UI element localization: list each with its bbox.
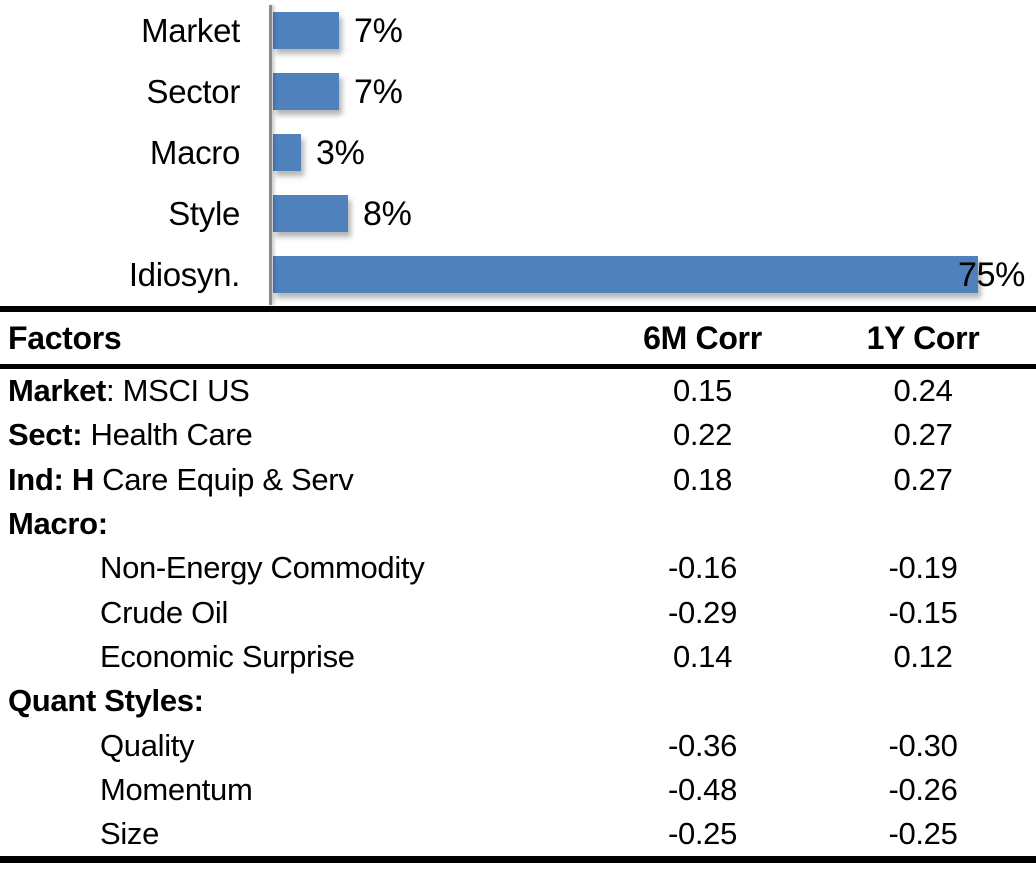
table-row: Economic Surprise 0.14 0.12 [0,635,1036,679]
corr-1y-cell: -0.30 [888,727,958,763]
chart-bar-value-label: 8% [363,194,412,233]
chart-category-label: Idiosyn. [128,256,240,293]
corr-1y-cell: 0.27 [893,461,953,497]
chart-bar-row: Sector 7% [0,61,1036,122]
chart-bar-value-label: 3% [316,133,365,172]
table-row: Momentum -0.48 -0.26 [0,768,1036,812]
table-row: Market: MSCI US 0.15 0.24 [0,369,1036,413]
factor-name-rest: Crude Oil [100,594,229,630]
factor-name-cell: Crude Oil [0,595,595,631]
corr-1y-cell: -0.26 [888,771,958,807]
corr-6m-cell: 0.22 [672,417,733,453]
factor-name-cell: Momentum [0,772,595,808]
factor-name-bold: Macro: [8,506,108,542]
chart-category-label: Style [168,195,240,232]
chart-bar [273,256,978,293]
factor-name-cell: Macro: [0,506,595,542]
factor-name-bold: Ind: H [8,461,94,497]
corr-6m-cell: -0.25 [667,816,738,852]
table-row: Quality -0.36 -0.30 [0,723,1036,767]
table-row: Sect: Health Care 0.22 0.27 [0,413,1036,457]
factor-name-cell: Ind: H Care Equip & Serv [0,462,595,498]
table-row: Size -0.25 -0.25 [0,812,1036,856]
factor-name-cell: Economic Surprise [0,639,595,675]
corr-1y-cell: -0.25 [888,816,958,852]
table-row: Macro: [0,502,1036,546]
column-header-6m-corr: 6M Corr [643,319,762,356]
table-row: Non-Energy Commodity -0.16 -0.19 [0,546,1036,590]
corr-6m-cell: 0.14 [672,638,733,674]
chart-bar-row: Style 8% [0,183,1036,244]
factor-name-bold: Quant Styles: [8,683,204,719]
chart-bar-value-label: 7% [354,72,403,111]
corr-1y-cell: 0.24 [893,373,953,409]
factor-name-cell: Sect: Health Care [0,417,595,453]
column-header-factors: Factors [8,319,122,356]
factor-name-rest: : MSCI US [106,373,250,409]
chart-plot-area: Market 7% Sector 7% Macro 3% Style 8% Id… [0,0,1036,305]
factor-name-rest: Momentum [100,771,253,807]
corr-1y-cell: -0.19 [888,550,958,586]
factor-name-rest: Health Care [82,417,253,453]
factor-name-cell: Non-Energy Commodity [0,550,595,586]
corr-1y-cell: -0.15 [888,594,958,630]
chart-bar [273,195,348,232]
table-body: Market: MSCI US 0.15 0.24 Sect: Health C… [0,369,1036,856]
chart-bar-row: Idiosyn. 75% [0,244,1036,305]
chart-category-label: Market [141,12,240,49]
factor-name-bold: Sect: [8,417,83,453]
factor-name-cell: Size [0,816,595,852]
factor-name-rest: Quality [100,727,195,763]
corr-6m-cell: 0.18 [672,461,733,497]
factor-name-rest: Care Equip & Serv [93,461,354,497]
factor-contribution-bar-chart: Market 7% Sector 7% Macro 3% Style 8% Id… [0,0,1036,306]
corr-6m-cell: 0.15 [672,373,733,409]
chart-y-axis-line [269,5,272,305]
corr-6m-cell: -0.16 [667,550,738,586]
table-row: Quant Styles: [0,679,1036,723]
corr-6m-cell: -0.36 [667,727,738,763]
table-header-row: Factors 6M Corr 1Y Corr [0,312,1036,369]
factor-name-rest: Size [100,816,160,852]
chart-category-label: Macro [149,134,240,171]
table-row: Ind: H Care Equip & Serv 0.18 0.27 [0,458,1036,502]
factor-correlation-table: Factors 6M Corr 1Y Corr Market: MSCI US … [0,306,1036,864]
chart-bar [273,73,339,110]
factor-name-cell: Quant Styles: [0,683,595,719]
chart-bar-value-label: 75% [958,255,1026,294]
chart-bar-row: Market 7% [0,0,1036,61]
factor-name-rest: Economic Surprise [100,638,355,674]
factor-name-cell: Market: MSCI US [0,373,595,409]
chart-bar-row: Macro 3% [0,122,1036,183]
corr-6m-cell: -0.29 [667,594,738,630]
corr-6m-cell: -0.48 [667,771,738,807]
factor-name-cell: Quality [0,728,595,764]
chart-category-label: Sector [146,73,241,110]
table-row: Crude Oil -0.29 -0.15 [0,590,1036,634]
corr-1y-cell: 0.27 [893,417,953,453]
factor-name-bold: Market [8,373,107,409]
chart-bar [273,134,301,171]
chart-bar [273,12,339,49]
chart-bar-value-label: 7% [354,11,403,50]
corr-1y-cell: 0.12 [893,638,953,674]
column-header-1y-corr: 1Y Corr [866,319,980,356]
factor-name-rest: Non-Energy Commodity [100,550,425,586]
